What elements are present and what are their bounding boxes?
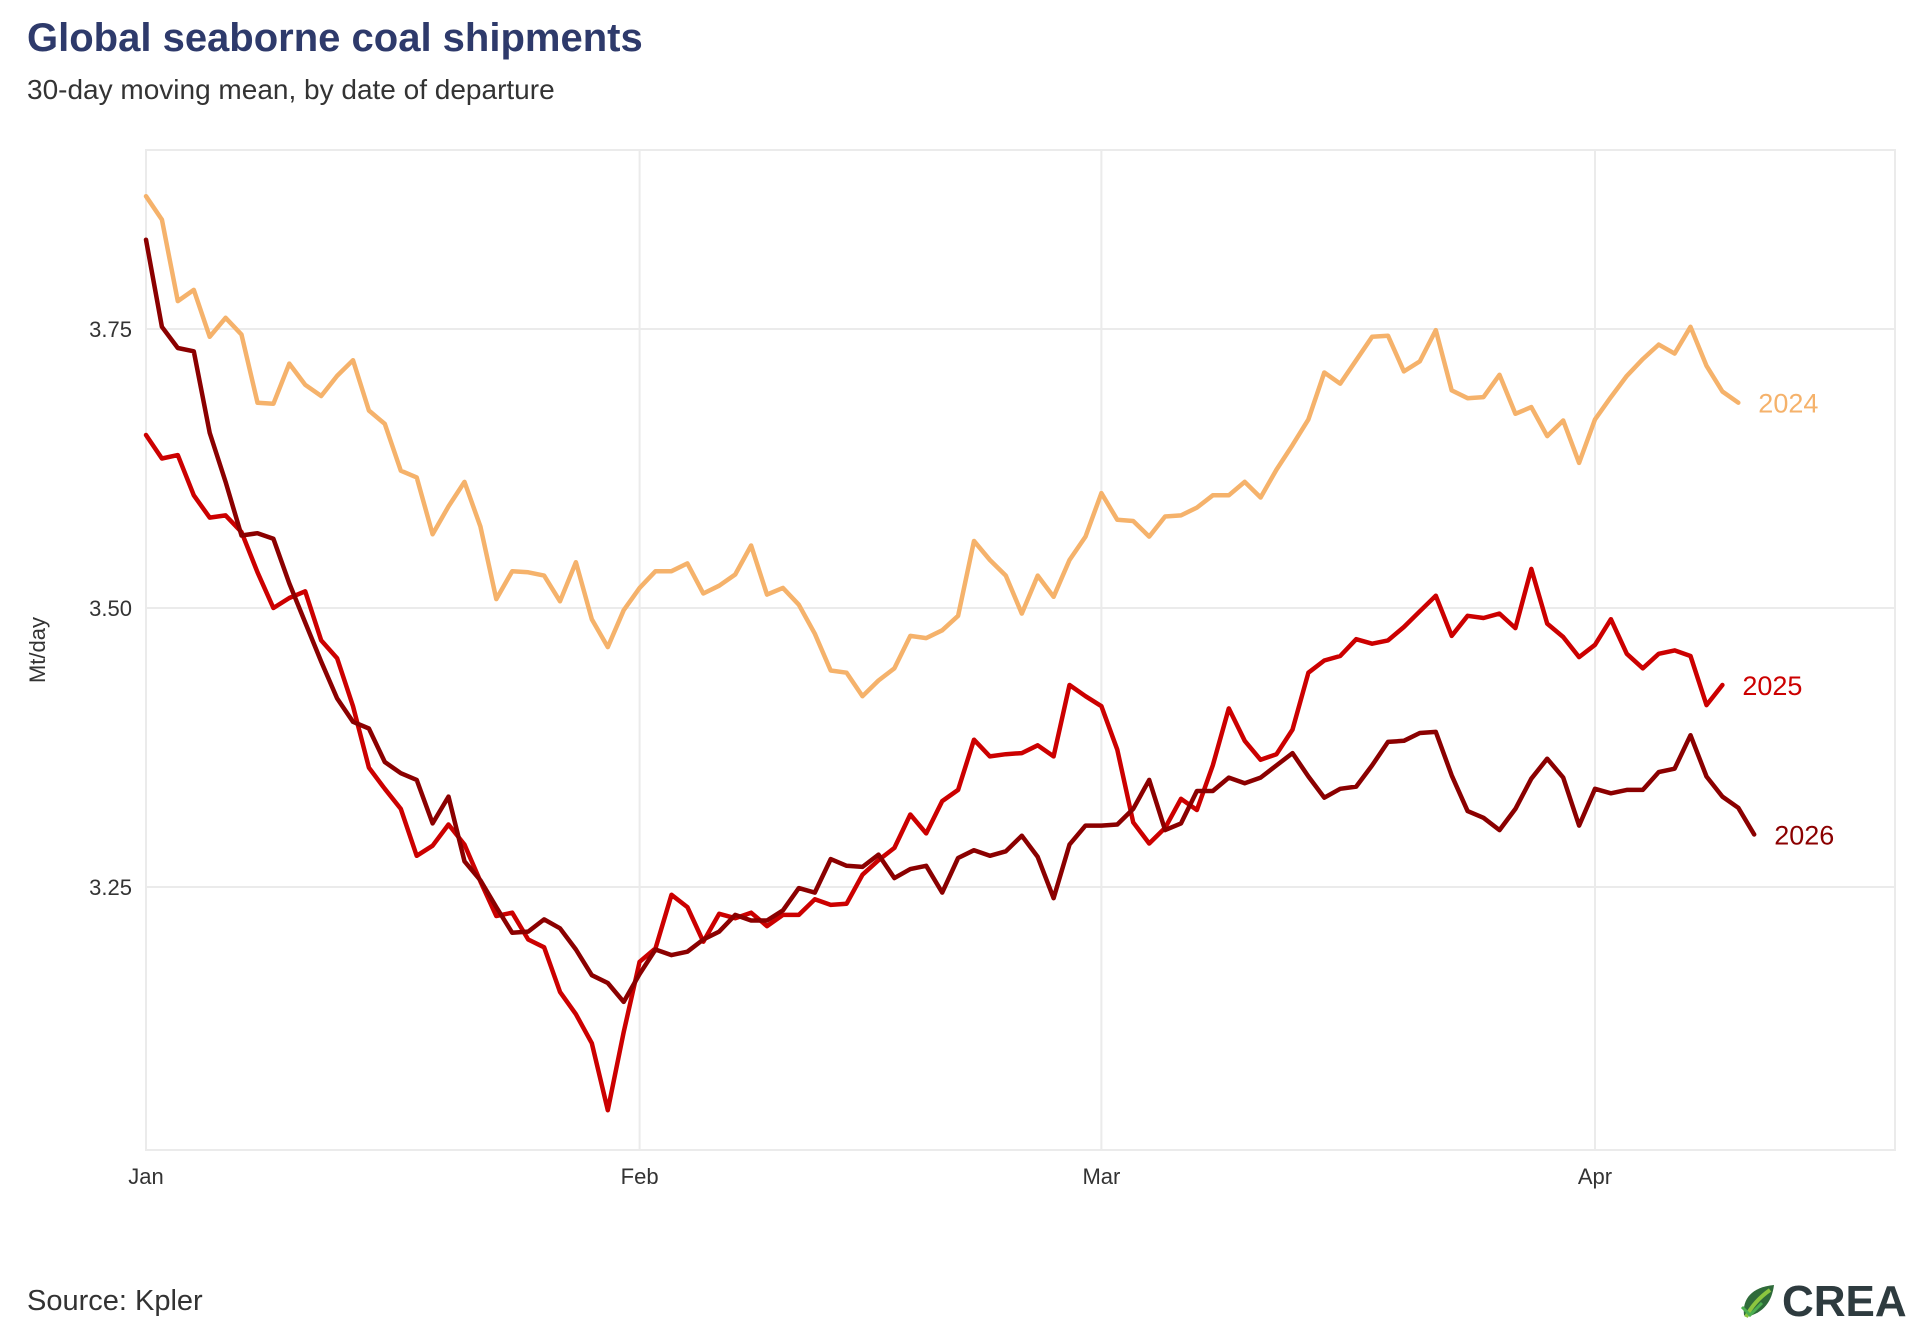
x-tick-label: Mar bbox=[1082, 1164, 1120, 1189]
series-line-2025 bbox=[143, 432, 1725, 1113]
axes: 3.25 3.50 3.75 Jan Feb Mar Apr Mt/day bbox=[25, 317, 1612, 1189]
chart-title: Global seaborne coal shipments bbox=[27, 16, 643, 60]
y-tick-label: 3.50 bbox=[89, 596, 132, 621]
gridlines bbox=[145, 149, 1896, 1151]
x-tick-label: Jan bbox=[128, 1164, 163, 1189]
y-tick-label: 3.25 bbox=[89, 875, 132, 900]
series-labels: 2024 2025 2026 bbox=[1742, 389, 1834, 851]
series-label-2025: 2025 bbox=[1742, 671, 1802, 701]
chart-subtitle: 30-day moving mean, by date of departure bbox=[27, 74, 555, 105]
series-line-2026 bbox=[143, 237, 1757, 1005]
y-tick-label: 3.75 bbox=[89, 317, 132, 342]
source-note: Source: Kpler bbox=[27, 1285, 203, 1317]
crea-logo: CREA bbox=[1738, 1277, 1908, 1328]
series-label-2026: 2026 bbox=[1774, 821, 1834, 851]
x-tick-label: Feb bbox=[621, 1164, 659, 1189]
y-axis-title: Mt/day bbox=[25, 617, 50, 683]
x-tick-label: Apr bbox=[1578, 1164, 1612, 1189]
logo-text: CREA bbox=[1782, 1277, 1907, 1326]
series-lines bbox=[143, 193, 1757, 1113]
plot-panel-border bbox=[145, 149, 1896, 1151]
leaf-icon bbox=[1740, 1285, 1774, 1318]
series-label-2024: 2024 bbox=[1758, 389, 1818, 419]
series-line-2024 bbox=[143, 193, 1741, 699]
